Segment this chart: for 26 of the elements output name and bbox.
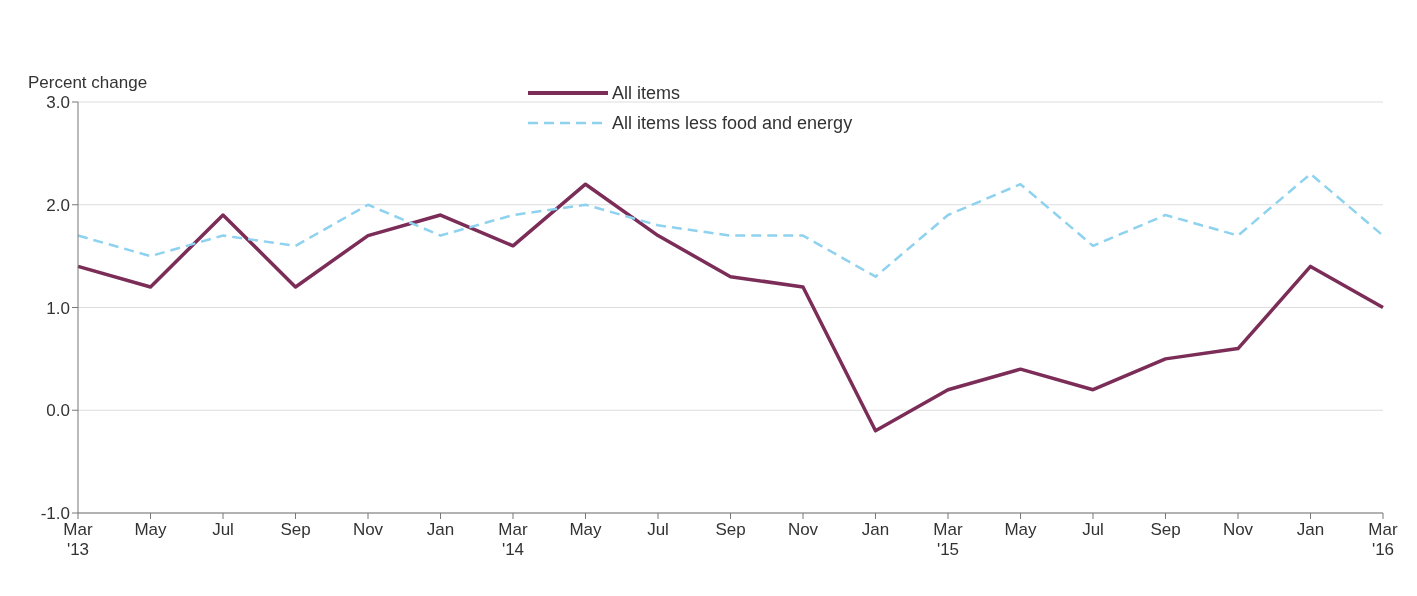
x-tick-label: Jul	[1082, 520, 1104, 539]
x-tick-label: Jan	[1296, 520, 1325, 539]
x-tick-label: Nov	[1222, 520, 1254, 539]
y-tick-label: 3.0	[46, 93, 70, 113]
x-tick-label: Sep	[715, 520, 746, 539]
x-tick-label: Sep	[1150, 520, 1181, 539]
x-tick-label: Jan	[861, 520, 890, 539]
line-series	[76, 182, 1385, 433]
y-axis-title: Percent change	[28, 73, 148, 92]
x-tick-label: May	[134, 520, 168, 539]
legend-label: All items less food and energy	[612, 112, 853, 134]
y-tick-label: 0.0	[46, 401, 70, 421]
x-tick-label: Nov	[352, 520, 384, 539]
x-tick-label: Mar '14	[498, 520, 528, 559]
x-tick-label: Jul	[212, 520, 234, 539]
x-tick-label: Jan	[426, 520, 455, 539]
x-tick-label: Mar '16	[1368, 520, 1398, 559]
x-tick-label: May	[569, 520, 603, 539]
y-tick-label: 2.0	[46, 195, 70, 215]
x-tick-label: Mar '15	[933, 520, 963, 559]
y-tick-label: 1.0	[46, 298, 70, 318]
x-tick-label: Nov	[787, 520, 819, 539]
x-tick-label: Jul	[647, 520, 669, 539]
legend-label: All items	[612, 82, 681, 104]
x-tick-label: Sep	[280, 520, 311, 539]
x-tick-label: May	[1004, 520, 1038, 539]
